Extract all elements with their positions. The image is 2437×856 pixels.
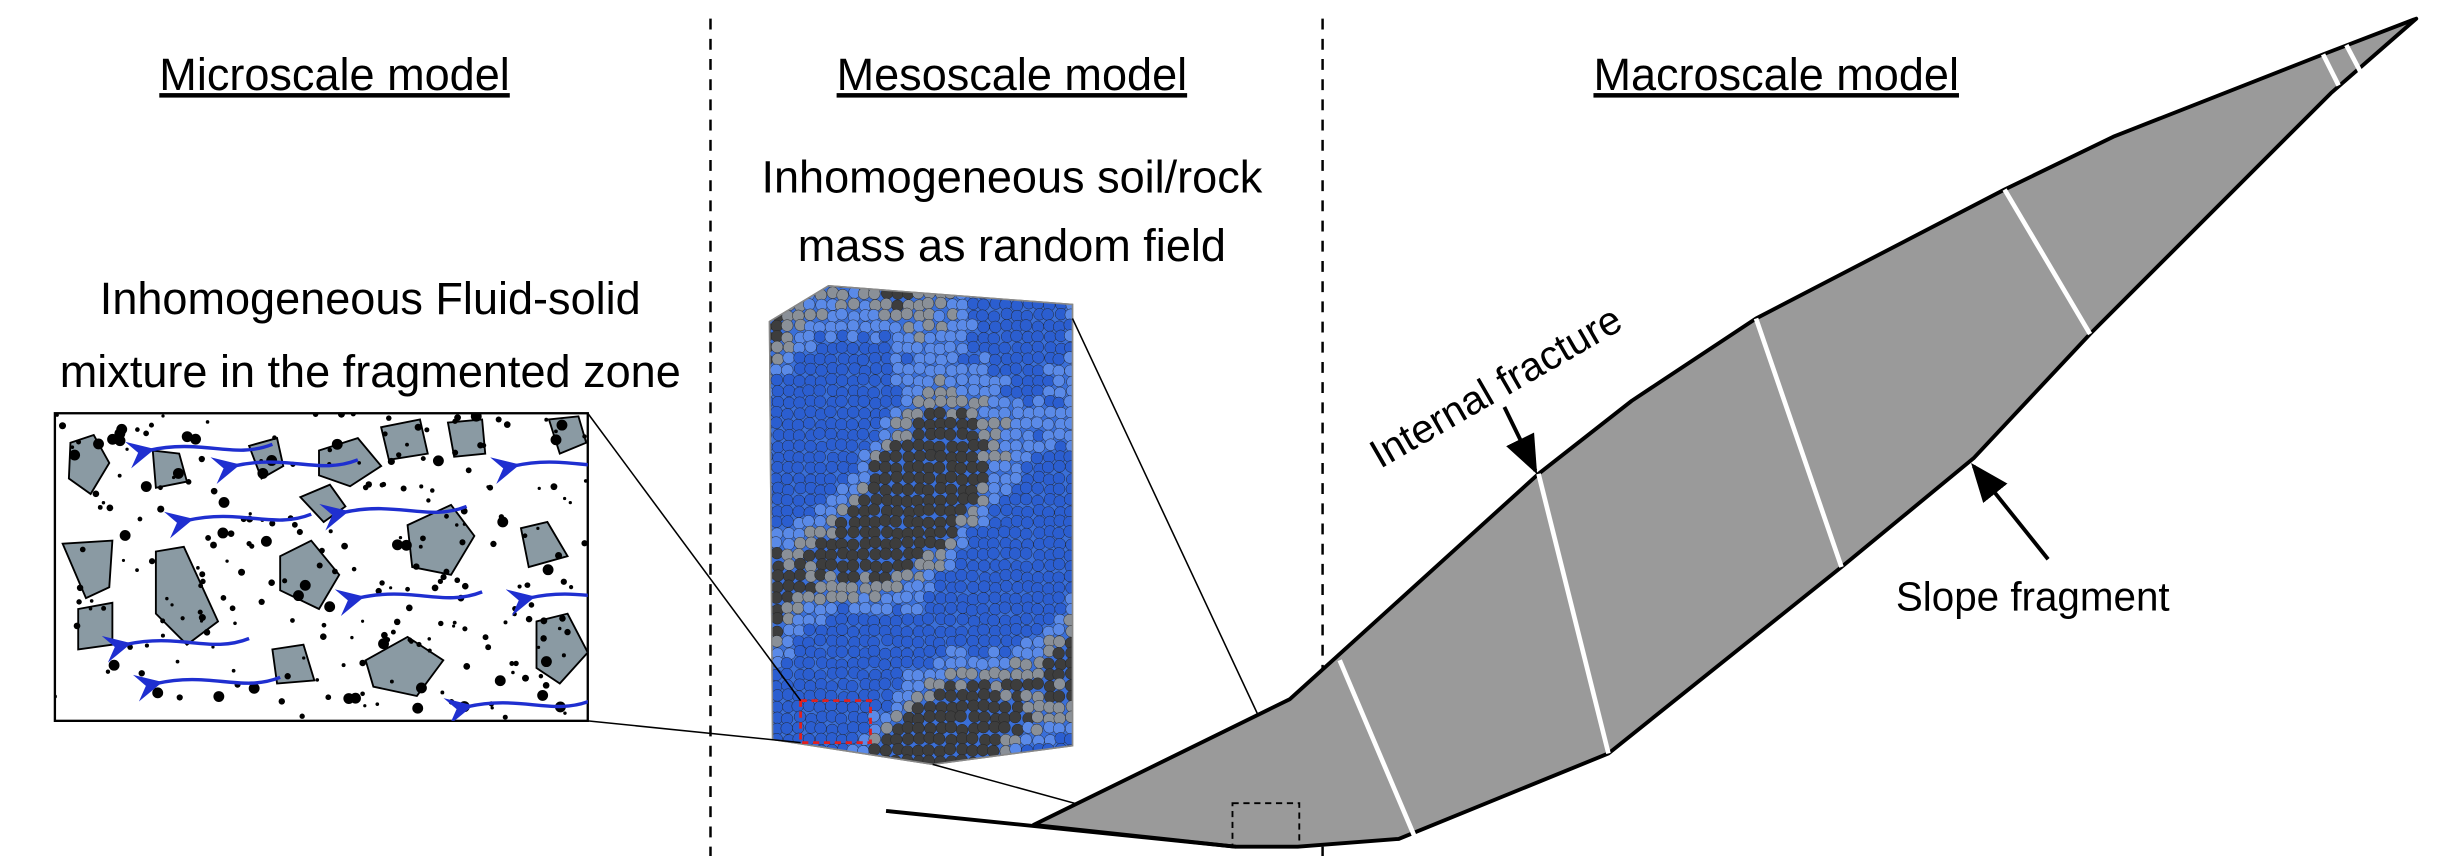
description: mixture in the fragmented zone — [60, 346, 681, 397]
description: Inhomogeneous Fluid-solid — [100, 273, 641, 324]
micro-content — [54, 413, 588, 721]
panel-title: Macroscale model — [1593, 49, 1959, 100]
panel-title: Microscale model — [159, 49, 509, 100]
label: Slope fragment — [1896, 574, 2170, 620]
meso-cube — [768, 285, 1074, 766]
description: Inhomogeneous soil/rock — [761, 152, 1262, 203]
description: mass as random field — [798, 220, 1226, 271]
arrow — [1502, 406, 1538, 475]
panel-title: Mesoscale model — [837, 49, 1188, 100]
arrow — [1971, 463, 2050, 561]
slope — [885, 16, 2419, 849]
